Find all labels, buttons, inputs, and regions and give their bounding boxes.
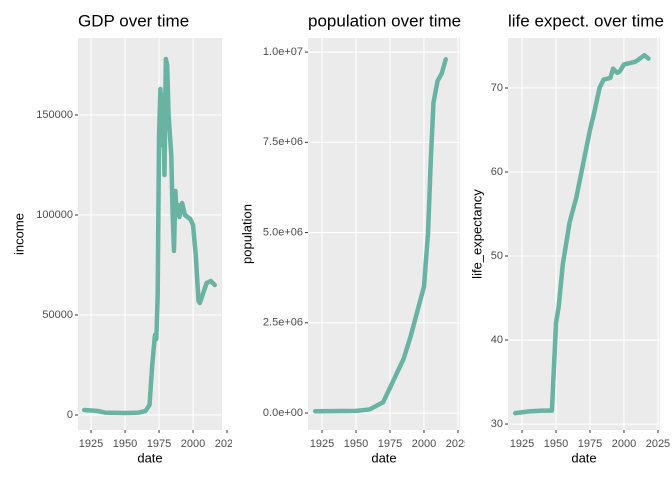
x-tick-label: 1975: [147, 438, 171, 450]
panel: 0.0e+00 2.5e+06 5.0e+06 7.5e+06 1.0e+07 1925 1…: [239, 11, 470, 465]
y-axis-title: population: [239, 204, 254, 264]
y-axis-title: income: [11, 213, 26, 255]
x-tick-label: 2025: [446, 438, 470, 450]
y-tick-label: 0: [67, 409, 73, 421]
x-tick-label: 1950: [113, 438, 137, 450]
panel-title: population over time: [308, 11, 461, 30]
x-tick-label: 1975: [378, 438, 402, 450]
x-tick-label: 1950: [544, 438, 568, 450]
data-line: [312, 57, 448, 414]
y-tick-label: 60: [491, 166, 503, 178]
x-tick-label: 1950: [344, 438, 368, 450]
y-tick-label: 5.0e+06: [263, 226, 303, 238]
x-tick-label: 1925: [310, 438, 334, 450]
plot-background: [508, 38, 660, 430]
x-tick-label: 1925: [79, 438, 103, 450]
x-tick-label: 1975: [578, 438, 602, 450]
y-tick-label: 50000: [42, 309, 73, 321]
y-tick-label: 30: [491, 418, 503, 430]
x-tick-label: 2025: [646, 438, 670, 450]
y-tick-label: 40: [491, 334, 503, 346]
x-axis-title: date: [571, 450, 596, 465]
x-tick-label: 2000: [612, 438, 636, 450]
x-tick-label: 2000: [181, 438, 205, 450]
y-tick-label: 100000: [36, 209, 73, 221]
panel: 0 50000 100000 150000 1925 1950 1975 2000 2025 GD…: [11, 11, 239, 465]
plot-background: [308, 38, 460, 430]
x-axis-title: date: [371, 450, 396, 465]
y-tick-label: 7.5e+06: [263, 136, 303, 148]
panel-title: life expect. over time: [508, 11, 664, 30]
x-axis-title: date: [137, 450, 162, 465]
data-line: [512, 52, 651, 416]
y-tick-label: 50: [491, 250, 503, 262]
panel-title: GDP over time: [78, 11, 189, 30]
panel: 30 40 50 60 70 1925 1950 1975 2000 2025 life expec…: [469, 11, 670, 465]
y-tick-label: 0.0e+00: [263, 407, 303, 419]
x-tick-label: 2025: [215, 438, 239, 450]
y-tick-label: 150000: [36, 109, 73, 121]
plot-background: [78, 38, 222, 430]
y-tick-label: 70: [491, 82, 503, 94]
x-tick-label: 2000: [412, 438, 436, 450]
y-tick-label: 1.0e+07: [263, 46, 303, 58]
x-tick-label: 1925: [510, 438, 534, 450]
y-axis-title: life_expectancy: [469, 189, 484, 279]
y-tick-label: 2.5e+06: [263, 317, 303, 329]
data-line: [82, 56, 218, 416]
